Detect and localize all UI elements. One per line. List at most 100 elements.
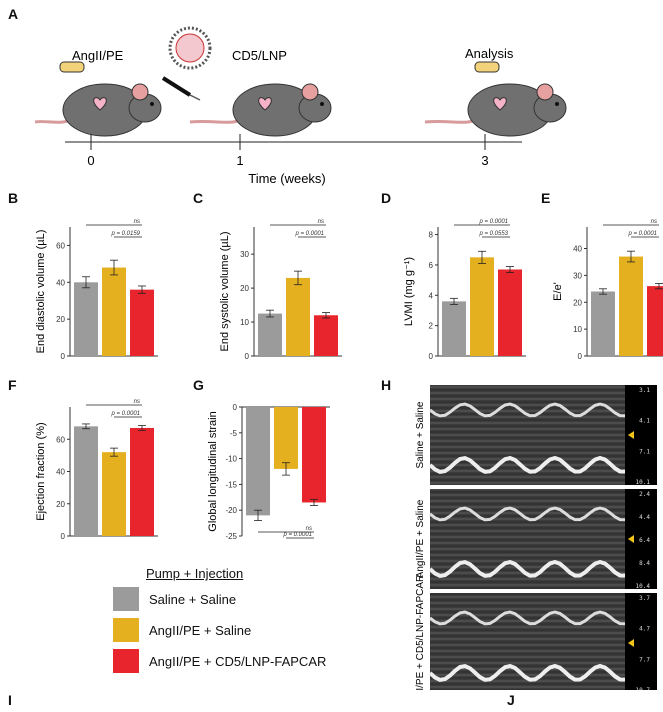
y-axis-label: Ejection fraction (%) bbox=[35, 422, 47, 520]
significance-label: ns bbox=[318, 219, 324, 225]
chart-e-over-e-prime: 0 10 20 30 40 E/e' ns p = 0.0001 bbox=[552, 219, 663, 361]
y-tick-label: 8 bbox=[429, 231, 434, 240]
y-tick-label: 0 bbox=[578, 352, 583, 361]
echo-mmode-row: 3.7 4.7 7.7 10.7 AngII/PE + CD5/LNP-FAPCAR bbox=[415, 575, 657, 690]
echo-mmode-row: 2.4 4.4 6.4 8.4 10.4 AngII/PE + Saline bbox=[415, 489, 657, 590]
y-tick-label: 0 bbox=[61, 352, 66, 361]
echo-image bbox=[430, 593, 625, 690]
timeline-panel: AngII/PE CD5/LNP Analysis 0 1 3 Time (we… bbox=[34, 26, 567, 186]
bar bbox=[314, 315, 338, 356]
legend-item-fapcar: AngII/PE + CD5/LNP-FAPCAR bbox=[113, 649, 326, 673]
echo-panel: 3.1 4.1 7.1 10.1 Saline + Saline 2.4 4.4 6.4 8.4… bbox=[415, 385, 657, 690]
panel-label-f: F bbox=[8, 377, 17, 393]
bar bbox=[591, 291, 615, 356]
bar bbox=[286, 277, 310, 356]
bar bbox=[442, 301, 466, 356]
significance-label: p = 0.0001 bbox=[627, 231, 657, 237]
y-tick-label: -15 bbox=[225, 480, 237, 489]
echo-wall-trace bbox=[429, 506, 626, 522]
panel-label-i: I bbox=[8, 692, 12, 708]
legend-item-angii: AngII/PE + Saline bbox=[113, 618, 251, 642]
y-tick-label: 60 bbox=[56, 435, 65, 444]
panel-label-b: B bbox=[8, 190, 19, 206]
significance-label: p = 0.0001 bbox=[110, 411, 140, 417]
echo-depth-label: 4.7 bbox=[639, 626, 650, 633]
panel-label-c: C bbox=[193, 190, 204, 206]
chart-ejection-fraction: 0 20 40 60 Ejection fraction (%) ns p = 0.0001 bbox=[35, 399, 158, 541]
echo-depth-label: 7.1 bbox=[639, 448, 650, 455]
y-tick-label: 30 bbox=[240, 250, 249, 259]
legend-label: Saline + Saline bbox=[149, 591, 237, 607]
y-tick-label: 30 bbox=[573, 271, 582, 280]
y-tick-label: 0 bbox=[429, 352, 434, 361]
significance-label: p = 0.0001 bbox=[478, 219, 508, 225]
y-axis-label: E/e' bbox=[552, 282, 564, 301]
y-tick-label: -25 bbox=[225, 532, 237, 541]
y-tick-label: 20 bbox=[56, 500, 65, 509]
bar bbox=[246, 407, 270, 516]
significance-label: ns bbox=[134, 399, 140, 405]
y-tick-label: -10 bbox=[225, 455, 237, 464]
syringe-icon bbox=[161, 76, 201, 101]
timeline-xlabel: Time (weeks) bbox=[248, 171, 326, 186]
echo-row-label: AngII/PE + CD5/LNP-FAPCAR bbox=[415, 575, 426, 690]
legend-item-saline: Saline + Saline bbox=[113, 587, 236, 611]
echo-row-label: Saline + Saline bbox=[415, 401, 426, 468]
echo-row-label: AngII/PE + Saline bbox=[415, 499, 426, 578]
bar bbox=[274, 407, 298, 469]
significance-label: p = 0.0001 bbox=[282, 532, 312, 538]
chart-end-systolic-volume: 0 10 20 30 End systolic volume (µL) ns p = 0.0… bbox=[219, 219, 342, 361]
bar bbox=[619, 256, 643, 356]
echo-depth-label: 8.4 bbox=[639, 560, 650, 567]
timeline-tick-label: 0 bbox=[87, 153, 94, 168]
bar bbox=[102, 267, 126, 356]
timeline-tick-label: 3 bbox=[481, 153, 488, 168]
echo-depth-label: 10.4 bbox=[636, 583, 651, 590]
bar bbox=[102, 452, 126, 536]
bar bbox=[74, 282, 98, 356]
y-tick-label: -5 bbox=[230, 429, 238, 438]
timeline-injection-label: CD5/LNP bbox=[232, 48, 287, 63]
y-tick-label: 10 bbox=[240, 318, 249, 327]
bar bbox=[74, 426, 98, 536]
legend-swatch bbox=[113, 587, 139, 611]
significance-label: p = 0.0001 bbox=[294, 231, 324, 237]
significance-label: ns bbox=[134, 219, 140, 225]
y-axis-label: Global longitudinal strain bbox=[207, 411, 219, 531]
echo-wall-trace bbox=[428, 663, 626, 682]
echo-depth-label: 4.1 bbox=[639, 418, 650, 425]
panel-label-e: E bbox=[541, 190, 551, 206]
timeline-analysis-label: Analysis bbox=[465, 46, 514, 61]
y-tick-label: 10 bbox=[573, 325, 582, 334]
echo-marker-arrow bbox=[628, 535, 634, 543]
panel-label-h: H bbox=[381, 377, 392, 393]
chart-global-longitudinal-strain: 0 -5 -10 -15 -20 -25 Global longitudinal strai… bbox=[207, 403, 330, 541]
significance-label: p = 0.0553 bbox=[478, 231, 508, 237]
mouse-3-illustration bbox=[424, 61, 567, 137]
bar bbox=[302, 407, 326, 503]
y-tick-label: 0 bbox=[233, 403, 238, 412]
echo-depth-label: 10.1 bbox=[636, 479, 651, 486]
y-tick-label: 20 bbox=[573, 298, 582, 307]
legend-swatch bbox=[113, 618, 139, 642]
y-tick-label: -20 bbox=[225, 506, 237, 515]
panel-label-d: D bbox=[381, 190, 392, 206]
y-axis-label: End diastolic volume (µL) bbox=[35, 230, 47, 354]
echo-depth-label: 3.1 bbox=[639, 387, 650, 394]
echo-depth-label: 10.7 bbox=[636, 687, 651, 690]
echo-wall-trace bbox=[429, 402, 626, 418]
panel-label-j: J bbox=[507, 692, 515, 708]
echo-depth-label: 4.4 bbox=[639, 514, 650, 521]
legend-swatch bbox=[113, 649, 139, 673]
y-tick-label: 20 bbox=[56, 315, 65, 324]
bar bbox=[470, 257, 494, 356]
echo-wall-trace bbox=[429, 610, 626, 626]
bar bbox=[130, 427, 154, 536]
echo-mmode-row: 3.1 4.1 7.1 10.1 Saline + Saline bbox=[415, 385, 657, 486]
chart-lvmi: 0 2 4 6 8 LVMI (mg g⁻¹) p = 0.0001 p = 0.0553 bbox=[403, 219, 526, 361]
y-tick-label: 6 bbox=[429, 261, 434, 270]
echo-depth-label: 3.7 bbox=[639, 595, 650, 602]
legend-label: AngII/PE + CD5/LNP-FAPCAR bbox=[149, 653, 327, 669]
echo-depth-label: 7.7 bbox=[639, 656, 650, 663]
panel-label-a: A bbox=[8, 6, 19, 22]
